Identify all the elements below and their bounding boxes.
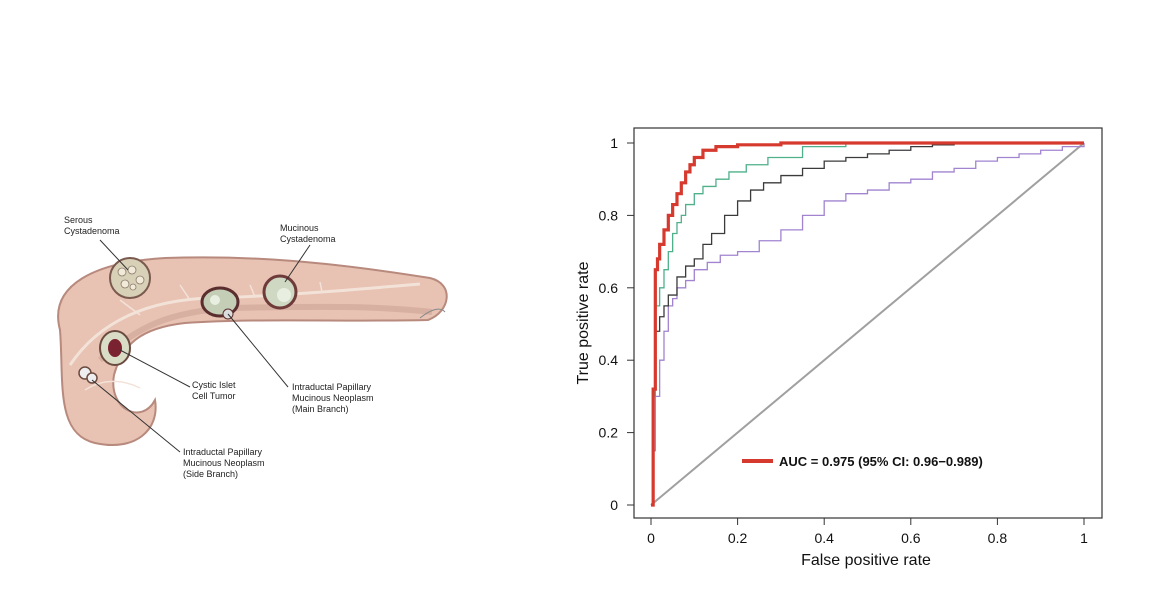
y-axis-title: True positive rate [575,261,592,384]
ipmn-main-branch-cyst [200,286,240,320]
mucinous-cystadenoma-label: Mucinous Cystadenoma [280,223,336,244]
roc-series-dark-gray [651,143,955,506]
roc-series-green [651,143,847,506]
x-tick-label: 0 [647,530,655,546]
x-tick-label: 0.2 [728,530,748,546]
cystic-islet-cell-tumor-label: Cystic Islet Cell Tumor [192,380,238,401]
x-tick-label: 0.4 [814,530,834,546]
ipmn-side-branch-cyst [78,366,98,384]
cystic-islet-cell-tumor [99,330,131,366]
roc-series-purple [651,143,1085,506]
y-tick-label: 0.2 [599,425,619,441]
plot-frame [633,127,1103,519]
side-branch-duct [84,281,323,391]
ipmn-main-branch-label: Intraductal Papillary Mucinous Neoplasm … [292,382,376,414]
legend-label: AUC = 0.975 (95% CI: 0.96−0.989) [779,454,983,469]
x-tick-label: 1 [1080,530,1088,546]
ipmn-side-branch-label: Intraductal Papillary Mucinous Neoplasm … [183,447,267,479]
mucinous-cystadenoma-cyst [262,274,298,310]
legend: AUC = 0.975 (95% CI: 0.96−0.989) [742,454,983,469]
y-tick-label: 0.4 [599,352,619,368]
ticks-layer: 0 0.2 0.4 0.6 0.8 1 0 0.2 0.4 0.6 0.8 1 [599,135,1089,546]
y-tick-label: 0.8 [599,207,619,223]
tail-tip [419,308,446,319]
x-axis-title: False positive rate [801,552,931,569]
roc-series-red [651,141,1084,507]
y-tick-label: 1 [610,135,618,151]
series-layer [650,141,1085,507]
x-tick-label: 0.6 [901,530,921,546]
y-tick-label: 0 [610,497,618,513]
serous-cystadenoma-cyst [109,257,151,299]
serous-cystadenoma-label: Serous Cystadenoma [64,215,120,236]
roc-series-reference [650,142,1085,506]
y-tick-label: 0.6 [599,280,619,296]
leader-lines [91,239,311,453]
x-tick-label: 0.8 [988,530,1008,546]
pancreas-illustration: Serous Cystadenoma Mucinous Cystadenoma … [57,215,448,479]
